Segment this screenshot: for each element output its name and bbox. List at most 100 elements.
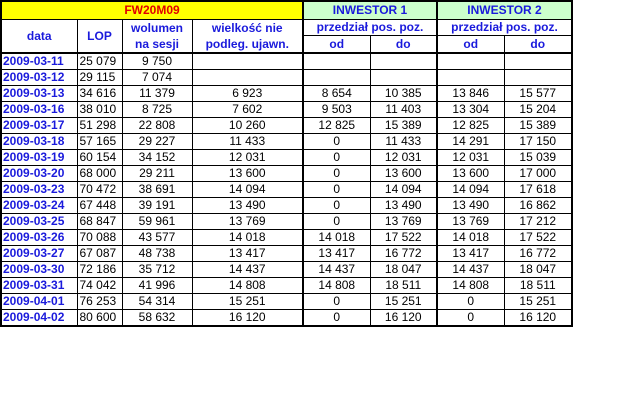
date-column-header: data (0, 19, 78, 54)
undisclosed-cell: 14 437 (191, 261, 304, 278)
lop-cell: 74 042 (76, 277, 123, 294)
investor2-from-cell: 0 (436, 293, 505, 310)
investor2-to-cell: 18 047 (503, 261, 573, 278)
lop-cell: 67 448 (76, 197, 123, 214)
volume-cell: 41 996 (121, 277, 193, 294)
investor1-to-cell (369, 52, 438, 70)
volume-header-line2: na sesji (134, 37, 180, 51)
investor2-to-cell: 15 389 (503, 117, 573, 134)
date-cell: 2009-03-13 (0, 85, 78, 102)
investor2-to-cell: 15 204 (503, 101, 573, 118)
investor1-from-cell: 0 (302, 165, 371, 182)
investor2-from-cell (436, 69, 505, 86)
investor2-to-cell: 17 150 (503, 133, 573, 150)
lop-cell: 67 087 (76, 245, 123, 262)
table-row: 2009-03-30 72 186 35 712 14 437 14 437 18 047… (0, 261, 573, 278)
date-cell: 2009-03-30 (0, 261, 78, 278)
investor1-header: INWESTOR 1 (302, 0, 438, 20)
investor1-from-cell: 0 (302, 293, 371, 310)
volume-cell: 11 379 (121, 85, 193, 102)
undisclosed-header-line1: wielkość nie (211, 21, 283, 35)
investor1-from-header: od (302, 35, 371, 55)
investor2-to-cell: 16 772 (503, 245, 573, 262)
investor1-to-cell: 11 433 (369, 133, 438, 150)
investor1-from-cell: 8 654 (302, 85, 371, 102)
volume-cell: 29 227 (121, 133, 193, 150)
lop-cell: 70 472 (76, 181, 123, 198)
investor2-to-cell: 15 577 (503, 85, 573, 102)
investor2-from-cell: 14 808 (436, 277, 505, 294)
investor1-to-cell: 10 385 (369, 85, 438, 102)
table-row: 2009-03-18 57 165 29 227 11 433 0 11 433 14 29… (0, 133, 573, 150)
investor2-to-cell: 17 212 (503, 213, 573, 230)
investor1-from-cell: 0 (302, 149, 371, 166)
investor2-from-cell: 14 094 (436, 181, 505, 198)
date-cell: 2009-03-27 (0, 245, 78, 262)
lop-cell: 70 088 (76, 229, 123, 246)
investor1-from-cell (302, 52, 371, 70)
date-cell: 2009-03-16 (0, 101, 78, 118)
undisclosed-cell: 13 417 (191, 245, 304, 262)
undisclosed-cell: 16 120 (191, 309, 304, 327)
investor2-from-cell: 0 (436, 309, 505, 327)
table-row: 2009-03-27 67 087 48 738 13 417 13 417 16 772… (0, 245, 573, 262)
table-row: 2009-03-13 34 616 11 379 6 923 8 654 10 385 13… (0, 85, 573, 102)
investor2-to-cell: 16 120 (503, 309, 573, 327)
investor2-to-cell: 17 522 (503, 229, 573, 246)
investor1-to-cell: 11 403 (369, 101, 438, 118)
undisclosed-cell (191, 52, 304, 70)
investor2-to-cell: 15 251 (503, 293, 573, 310)
undisclosed-cell: 15 251 (191, 293, 304, 310)
undisclosed-cell: 7 602 (191, 101, 304, 118)
investor2-to-cell (503, 69, 573, 86)
investor1-to-cell: 13 600 (369, 165, 438, 182)
table-row: 2009-03-19 60 154 34 152 12 031 0 12 031 12 03… (0, 149, 573, 166)
investor2-header: INWESTOR 2 (436, 0, 573, 20)
date-cell: 2009-03-11 (0, 52, 78, 70)
date-cell: 2009-03-31 (0, 277, 78, 294)
volume-cell: 39 191 (121, 197, 193, 214)
table-row: 2009-03-26 70 088 43 577 14 018 14 018 17 522… (0, 229, 573, 246)
undisclosed-header-line2: podleg. ujawn. (205, 37, 289, 51)
volume-header-line1: wolumen (130, 21, 183, 35)
date-cell: 2009-04-02 (0, 309, 78, 327)
investor1-to-cell (369, 69, 438, 86)
investor1-to-cell: 18 511 (369, 277, 438, 294)
investor2-to-cell: 15 039 (503, 149, 573, 166)
investor2-range-header: przedział pos. poz. (436, 18, 573, 37)
lop-cell: 68 847 (76, 213, 123, 230)
investor1-to-cell: 17 522 (369, 229, 438, 246)
investor2-to-cell: 18 511 (503, 277, 573, 294)
investor2-to-header: do (503, 35, 573, 55)
investor2-from-cell: 13 769 (436, 213, 505, 230)
lop-cell: 68 000 (76, 165, 123, 182)
volume-cell: 35 712 (121, 261, 193, 278)
table-row: 2009-03-20 68 000 29 211 13 600 0 13 600 13 60… (0, 165, 573, 182)
volume-cell: 34 152 (121, 149, 193, 166)
investor1-to-cell: 15 389 (369, 117, 438, 134)
investor1-from-cell: 13 417 (302, 245, 371, 262)
investor1-from-cell: 9 503 (302, 101, 371, 118)
investor1-to-header: do (369, 35, 438, 55)
table-row: 2009-03-23 70 472 38 691 14 094 0 14 094 14 09… (0, 181, 573, 198)
date-cell: 2009-03-26 (0, 229, 78, 246)
investor1-to-cell: 16 120 (369, 309, 438, 327)
lop-cell: 72 186 (76, 261, 123, 278)
investor1-to-cell: 14 094 (369, 181, 438, 198)
investor2-from-cell: 13 600 (436, 165, 505, 182)
lop-cell: 51 298 (76, 117, 123, 134)
investor2-from-cell: 13 490 (436, 197, 505, 214)
investor1-range-header: przedział pos. poz. (302, 18, 438, 37)
date-cell: 2009-03-23 (0, 181, 78, 198)
date-cell: 2009-03-19 (0, 149, 78, 166)
investor2-from-cell: 12 825 (436, 117, 505, 134)
investor2-to-cell: 17 000 (503, 165, 573, 182)
volume-cell: 8 725 (121, 101, 193, 118)
lop-cell: 80 600 (76, 309, 123, 327)
lop-cell: 60 154 (76, 149, 123, 166)
table-row: 2009-03-11 25 079 9 750 (0, 52, 573, 70)
investor2-from-cell: 14 437 (436, 261, 505, 278)
investor1-to-cell: 18 047 (369, 261, 438, 278)
investor2-from-cell: 13 846 (436, 85, 505, 102)
investor2-from-cell: 13 304 (436, 101, 505, 118)
